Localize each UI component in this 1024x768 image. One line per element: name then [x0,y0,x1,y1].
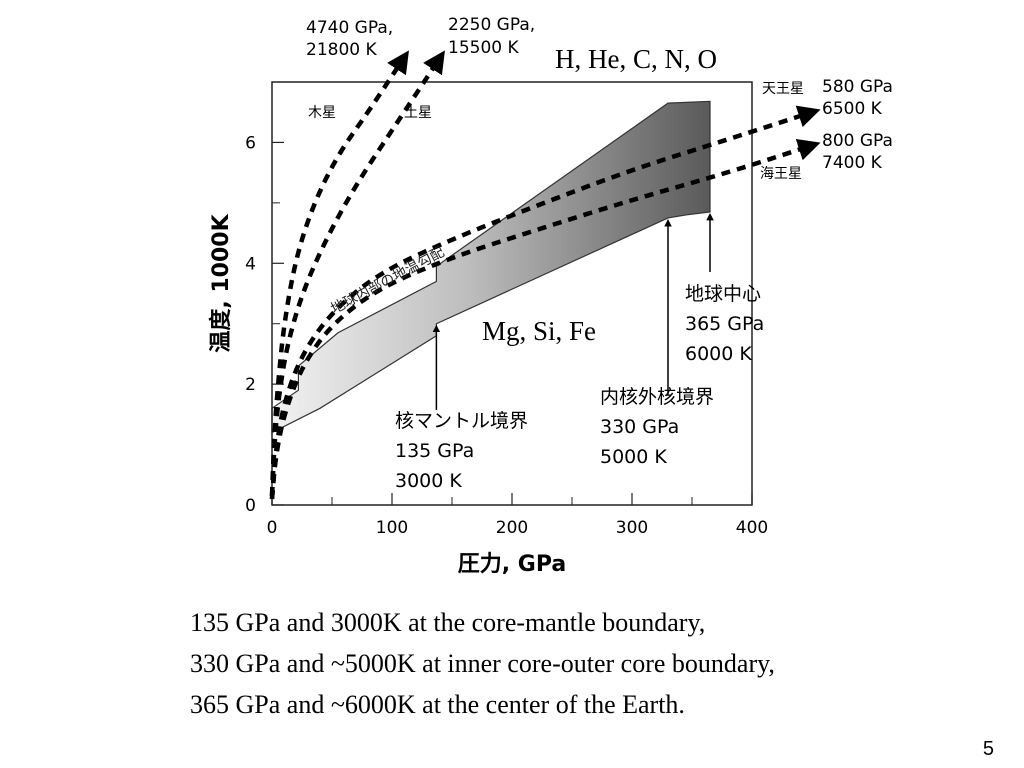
x-tick-label: 400 [736,518,768,538]
uranus-endpoint-pressure: 580 GPa [822,77,893,97]
marker-label-cmb: 135 GPa [395,440,474,462]
marker-label-center: 6000 K [685,343,752,365]
marker-label-cmb: 3000 K [395,470,462,492]
saturn-endpoint-pressure: 2250 GPa, [448,15,535,35]
y-tick-label: 2 [245,375,256,395]
saturn-label: 土星 [404,105,432,121]
marker-label-cmb: 核マントル境界 [395,410,528,432]
neptune-endpoint-temp: 7400 K [822,153,883,173]
x-tick-label: 200 [496,518,528,538]
uranus-label: 天王星 [762,81,804,97]
caption-line-2: 330 GPa and ~5000K at inner core-outer c… [190,649,775,678]
marker-label-center: 地球中心 [685,283,761,305]
x-tick-label: 100 [376,518,408,538]
caption-line-3: 365 GPa and ~6000K at the center of the … [190,690,685,719]
y-tick-label: 4 [245,254,256,274]
neptune-label: 海王星 [760,166,802,182]
x-axis-label: 圧力, GPa [458,552,566,577]
geotherm-band [271,100,711,434]
x-tick-label: 300 [616,518,648,538]
saturn-endpoint-temp: 15500 K [448,38,519,58]
uranus-endpoint-temp: 6500 K [822,99,883,119]
marker-label-icb: 内核外核境界 [600,386,714,408]
marker-label-icb: 330 GPa [600,416,679,438]
y-axis-label: 温度, 1000K [208,213,234,352]
jupiter-endpoint-pressure: 4740 GPa, [306,18,393,38]
marker-label-center: 365 GPa [685,313,764,335]
light-elements-label: H, He, C, N, O [555,44,717,74]
jupiter-endpoint-temp: 21800 K [306,40,377,60]
heavy-elements-label: Mg, Si, Fe [482,316,596,346]
caption-line-1: 135 GPa and 3000K at the core-mantle bou… [190,608,706,637]
page-number: 5 [982,738,994,760]
y-tick-label: 0 [245,496,256,516]
planet-curve-土星 [269,50,445,497]
y-tick-label: 6 [245,133,256,153]
jupiter-label: 木星 [308,105,336,121]
neptune-endpoint-pressure: 800 GPa [822,131,893,151]
x-tick-label: 0 [267,518,278,538]
marker-label-icb: 5000 K [600,446,667,468]
